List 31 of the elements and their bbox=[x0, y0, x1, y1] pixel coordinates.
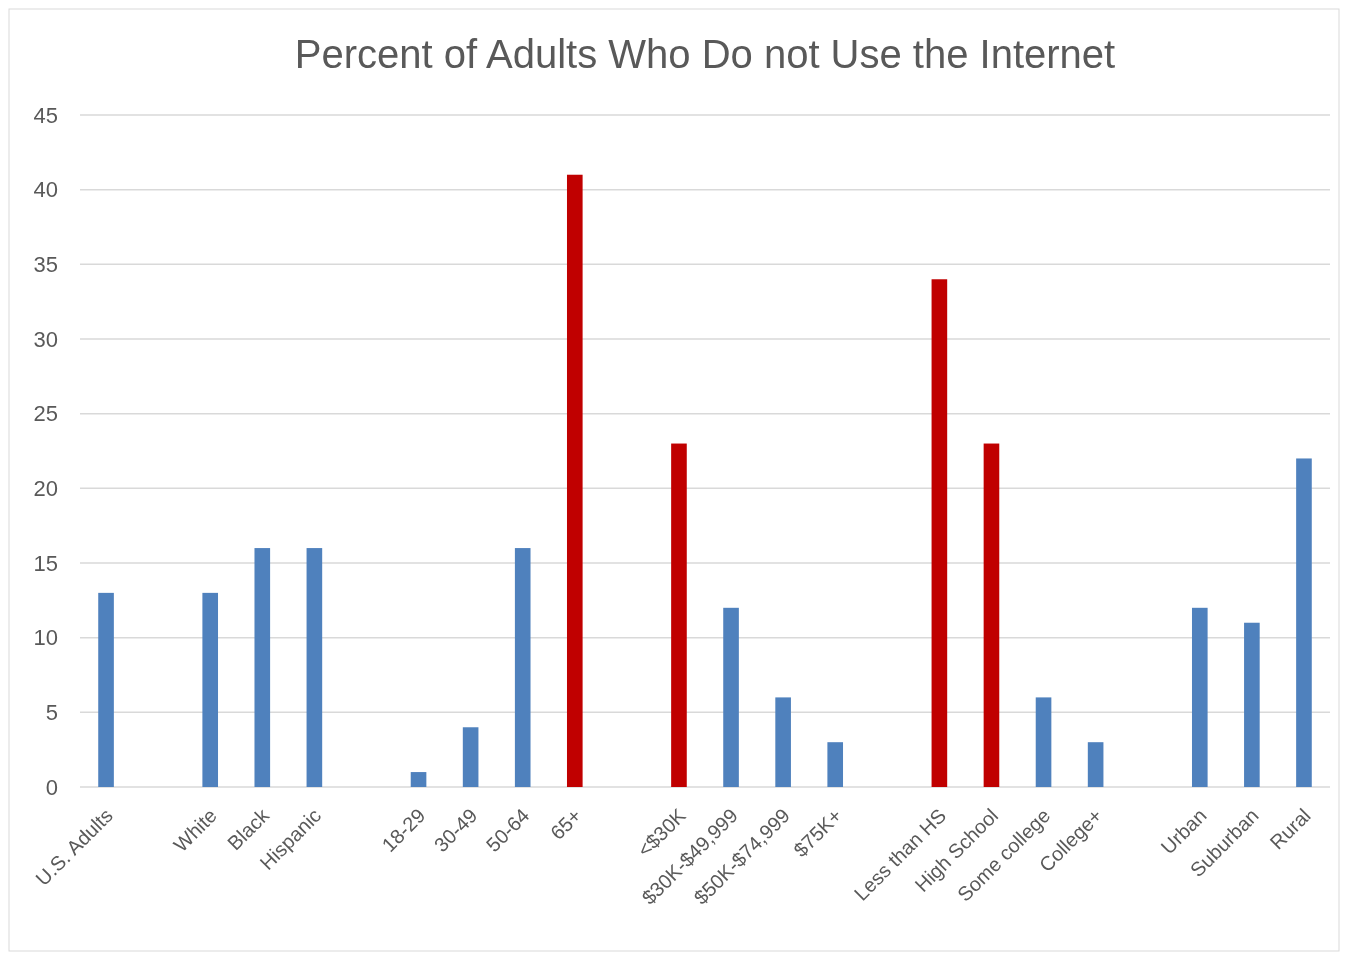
bar bbox=[98, 592, 114, 787]
y-tick-label: 35 bbox=[33, 252, 58, 278]
bar bbox=[1087, 742, 1104, 787]
y-tick-label: 20 bbox=[33, 476, 58, 502]
bar bbox=[514, 548, 531, 787]
bar bbox=[462, 727, 479, 787]
bar bbox=[931, 279, 948, 787]
bar bbox=[671, 443, 687, 787]
y-tick-label: 25 bbox=[33, 401, 58, 427]
bar bbox=[983, 443, 1000, 787]
y-tick-label: 30 bbox=[33, 326, 58, 352]
bar bbox=[1244, 622, 1260, 787]
chart-title: Percent of Adults Who Do not Use the Internet bbox=[294, 32, 1116, 76]
bar bbox=[775, 697, 791, 787]
y-tick-label: 10 bbox=[33, 625, 58, 651]
bar bbox=[827, 742, 844, 787]
y-tick-label: 15 bbox=[33, 550, 58, 576]
bar bbox=[202, 592, 219, 787]
bar bbox=[1035, 697, 1052, 787]
bar bbox=[1296, 458, 1312, 787]
bar bbox=[254, 548, 271, 787]
bar bbox=[566, 174, 583, 787]
bar bbox=[723, 607, 739, 787]
x-tick-label: 65+ bbox=[546, 804, 586, 844]
bar bbox=[306, 548, 323, 787]
y-tick-label: 5 bbox=[45, 700, 58, 726]
y-tick-label: 0 bbox=[45, 774, 58, 800]
bar bbox=[410, 772, 427, 787]
y-tick-label: 40 bbox=[33, 177, 58, 203]
bar bbox=[1191, 607, 1208, 787]
y-tick-label: 45 bbox=[33, 102, 58, 128]
